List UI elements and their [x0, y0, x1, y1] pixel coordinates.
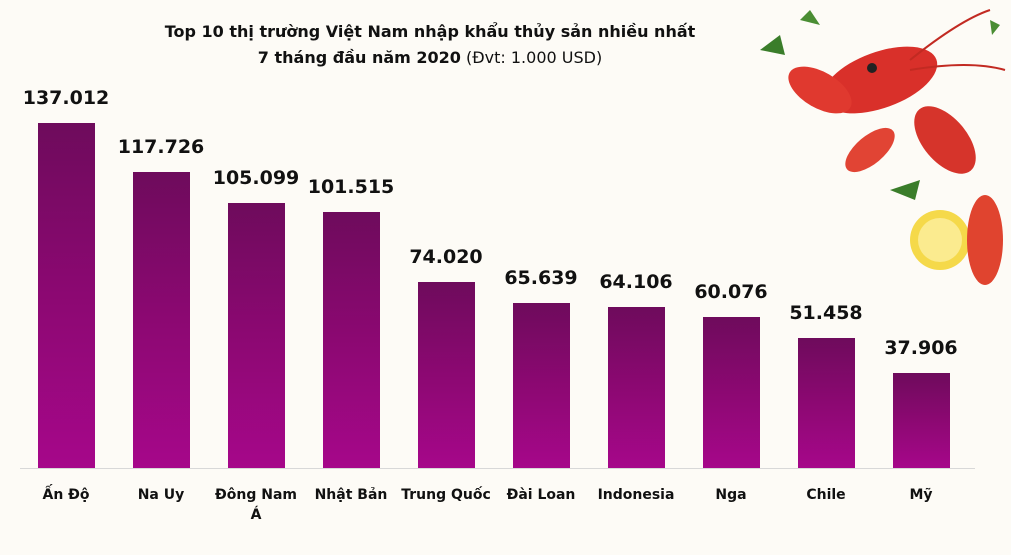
- x-tick-label: Trung Quốc: [401, 487, 491, 503]
- value-label: 60.076: [694, 280, 768, 303]
- subtitle-line: 7 tháng đầu năm 2020 (Đvt: 1.000 USD): [60, 48, 800, 67]
- x-tick-label: Ấn Độ: [42, 487, 90, 503]
- x-tick-label: Đài Loan: [506, 487, 576, 503]
- x-tick-label: Indonesia: [597, 487, 675, 503]
- x-tick-label: Đông Nam Á: [215, 487, 297, 523]
- bar: [417, 281, 475, 468]
- value-label: 74.020: [409, 245, 483, 268]
- x-tick-label: Nga: [715, 487, 747, 503]
- value-label: 101.515: [307, 176, 395, 199]
- chart-title: Top 10 thị trường Việt Nam nhập khẩu thủ…: [164, 22, 696, 41]
- bar: [37, 123, 95, 468]
- x-tick-label: Chile: [806, 487, 846, 503]
- x-tick-label: Mỹ: [909, 487, 933, 503]
- bar: [512, 302, 570, 468]
- value-label: 37.906: [884, 336, 958, 359]
- unit-note: (Đvt: 1.000 USD): [466, 48, 603, 67]
- bar: [132, 171, 190, 468]
- bar: [227, 203, 285, 468]
- bar: [702, 316, 760, 468]
- value-label: 64.106: [599, 270, 673, 293]
- chart-subtitle: 7 tháng đầu năm 2020: [257, 48, 461, 67]
- value-label: 137.012: [22, 87, 110, 109]
- value-label: 117.726: [117, 135, 205, 158]
- value-label: 51.458: [789, 302, 863, 325]
- bar: [607, 306, 665, 468]
- bar: [892, 372, 950, 468]
- bar: [797, 338, 855, 468]
- x-tick-label: Nhật Bản: [314, 487, 388, 503]
- baseline: [20, 468, 975, 469]
- bar: [322, 212, 380, 468]
- value-label: 105.099: [212, 167, 300, 190]
- value-label: 65.639: [504, 266, 578, 289]
- decoration: [760, 9, 1006, 285]
- x-tick-label: Na Uy: [137, 487, 185, 503]
